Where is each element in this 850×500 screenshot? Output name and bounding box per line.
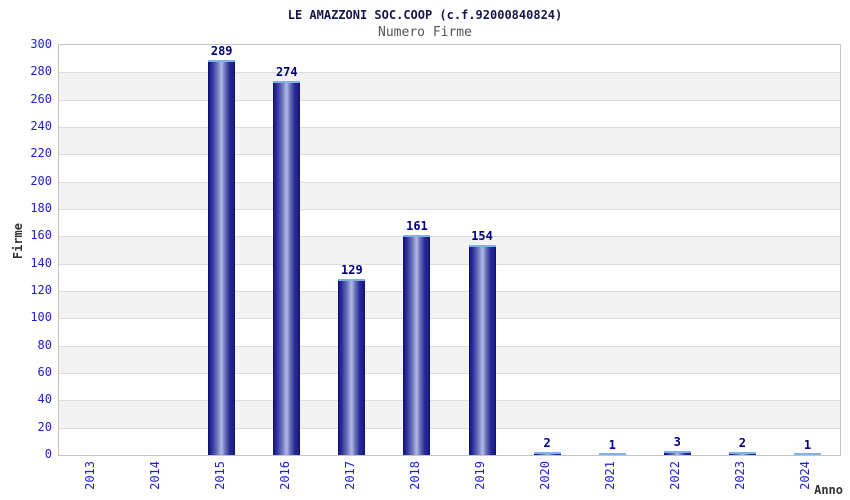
bar-top-cap <box>468 244 496 247</box>
x-tick-label: 2013 <box>82 461 97 490</box>
bar-value-label: 1 <box>803 437 812 452</box>
bar <box>273 80 301 455</box>
y-tick-label: 100 <box>30 310 52 325</box>
bar-value-label: 289 <box>210 44 233 59</box>
bar <box>468 244 496 455</box>
y-tick-label: 160 <box>30 228 52 243</box>
bar-value-label: 154 <box>471 228 493 243</box>
bar-value-label: 2 <box>738 436 746 451</box>
bar <box>338 278 366 455</box>
bar-top-cap <box>273 80 301 83</box>
y-tick-label: 280 <box>30 64 52 79</box>
bar-top-cap <box>663 450 691 453</box>
y-tick-label: 120 <box>30 283 52 297</box>
bar-top-cap <box>598 453 626 455</box>
bar <box>403 234 431 455</box>
x-axis-title: Anno <box>814 483 843 497</box>
x-tick-label: 2015 <box>212 461 227 490</box>
bar <box>208 60 236 455</box>
bar <box>598 453 626 455</box>
grid-band <box>59 236 840 264</box>
chart-subtitle: Numero Firme <box>378 25 472 40</box>
bar <box>533 452 561 455</box>
y-tick-label: 40 <box>37 392 52 407</box>
grid-band <box>59 318 840 345</box>
x-tick-label: 2021 <box>603 461 618 490</box>
bar-value-label: 129 <box>341 262 363 277</box>
x-tick-label: 2024 <box>798 461 813 490</box>
grid-band <box>59 263 840 291</box>
grid-band <box>59 45 840 72</box>
y-tick-label: 180 <box>30 201 52 215</box>
bar <box>663 450 691 455</box>
bar <box>728 452 756 455</box>
grid-band <box>59 181 840 209</box>
bar-top-cap <box>793 453 821 455</box>
bar-value-label: 1 <box>608 437 616 452</box>
grid-band <box>59 400 840 428</box>
grid-band <box>59 427 840 455</box>
x-tick-label: 2017 <box>342 461 357 490</box>
plot-area <box>58 44 841 456</box>
bar-top-cap <box>338 278 366 281</box>
x-tick-label: 2018 <box>407 461 422 490</box>
bar-value-label: 2 <box>543 436 551 451</box>
grid-band <box>59 127 840 155</box>
y-tick-label: 240 <box>30 119 52 133</box>
x-tick-label: 2014 <box>147 461 162 490</box>
grid-band <box>59 373 840 400</box>
grid-band <box>59 291 840 319</box>
y-tick-label: 80 <box>37 337 52 352</box>
x-tick-label: 2020 <box>538 461 553 490</box>
y-tick-label: 220 <box>30 146 52 161</box>
x-tick-label: 2019 <box>473 461 488 490</box>
grid-band <box>59 154 840 181</box>
bar-value-label: 161 <box>406 218 428 233</box>
y-tick-label: 0 <box>44 447 52 461</box>
x-tick-label: 2016 <box>277 461 292 490</box>
x-tick-label: 2022 <box>668 461 683 490</box>
y-tick-label: 200 <box>30 173 52 188</box>
chart-title: LE AMAZZONI SOC.COOP (c.f.92000840824) <box>287 8 563 22</box>
bar-value-label: 274 <box>275 64 298 79</box>
grid-band <box>59 99 840 127</box>
grid-band <box>59 209 840 236</box>
grid-band <box>59 72 840 100</box>
y-tick-label: 260 <box>30 91 52 106</box>
y-tick-label: 300 <box>30 37 52 51</box>
y-tick-label: 20 <box>37 419 52 434</box>
y-tick-label: 60 <box>37 365 52 379</box>
x-tick-label: 2023 <box>733 461 748 490</box>
grid-band <box>59 345 840 373</box>
bar-top-cap <box>403 234 431 237</box>
bar-top-cap <box>533 452 561 455</box>
bar-top-cap <box>208 60 236 63</box>
bar <box>793 453 821 455</box>
bar-value-label: 3 <box>673 434 681 449</box>
bar-top-cap <box>728 452 756 455</box>
y-tick-label: 140 <box>30 255 52 270</box>
